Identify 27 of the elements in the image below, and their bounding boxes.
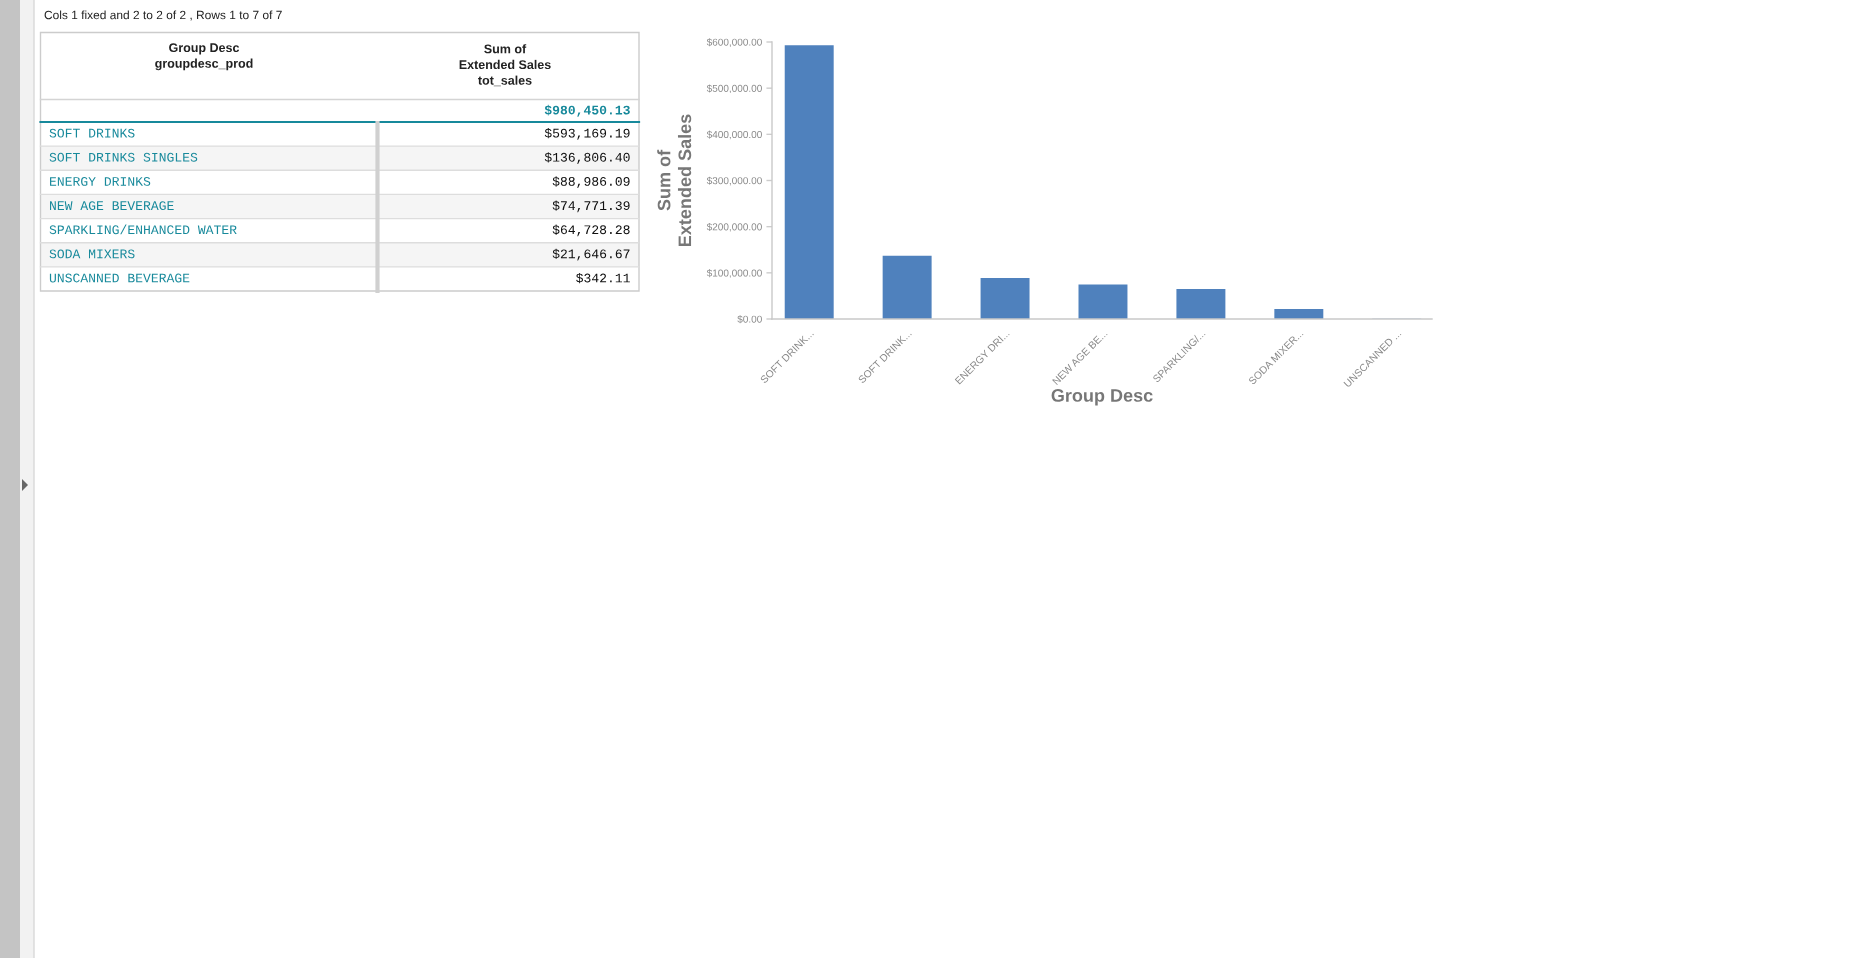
text: SPARKLING/ENHANCED WATER bbox=[49, 224, 237, 235]
text: $88,986.09 bbox=[552, 176, 630, 189]
y-tick-label: $200,000.00 bbox=[706, 222, 762, 232]
text: Sum of Extended Sales tot_sales bbox=[459, 44, 551, 87]
y-tick-label: $500,000.00 bbox=[706, 84, 762, 94]
text: $136,806.40 bbox=[544, 152, 630, 164]
text: $21,646.67 bbox=[552, 248, 630, 261]
text: SOFT DRINKS SINGLES bbox=[49, 152, 198, 162]
text: Cols 1 fixed and 2 to 2 of 2 , Rows 1 to 7 of 7 bbox=[44, 10, 282, 21]
text: UNSCANNED BEVERAGE bbox=[49, 273, 190, 283]
text: ENERGY DRINKS bbox=[50, 177, 151, 186]
text: $342.11 bbox=[576, 272, 630, 284]
y-tick-label: $100,000.00 bbox=[706, 269, 762, 278]
text: Group Desc groupdesc_prod bbox=[155, 43, 253, 71]
y-tick-label: $400,000.00 bbox=[706, 130, 762, 140]
text: SOFT DRINKS bbox=[49, 128, 135, 138]
y-axis-title: Sum of Extended Sales bbox=[657, 114, 692, 247]
x-axis-title: Group Desc bbox=[1051, 389, 1153, 406]
y-tick-label: $300,000.00 bbox=[706, 176, 762, 186]
y-tick-label: $0.00 bbox=[737, 315, 762, 324]
text: $64,728.28 bbox=[552, 224, 630, 237]
text: $980,450.13 bbox=[544, 104, 630, 117]
text: SODA MIXERS bbox=[49, 249, 135, 259]
text: $74,771.39 bbox=[552, 200, 630, 213]
text: $593,169.19 bbox=[544, 128, 630, 140]
y-tick-label: $600,000.00 bbox=[706, 38, 762, 47]
text: NEW AGE BEVERAGE bbox=[50, 201, 174, 210]
